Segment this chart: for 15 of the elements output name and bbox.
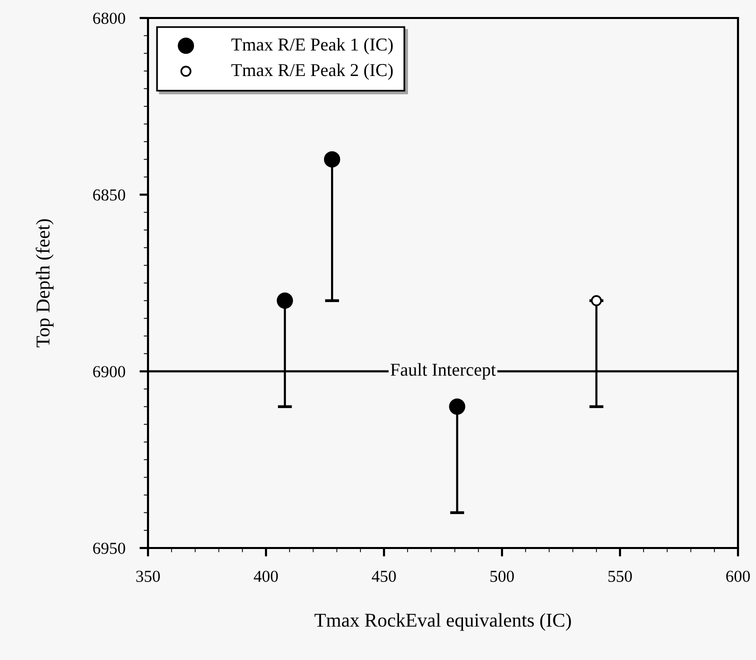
y-tick-label: 6850 bbox=[93, 189, 126, 201]
y-tick-label: 6950 bbox=[93, 542, 126, 554]
y-tick-label: 6800 bbox=[93, 12, 126, 24]
x-tick-label: 450 bbox=[372, 570, 396, 582]
x-axis-title: Tmax RockEval equivalents (IC) bbox=[314, 613, 571, 631]
x-tick-label: 550 bbox=[608, 570, 632, 582]
x-tick-label: 500 bbox=[490, 570, 514, 582]
legend-label: Tmax R/E Peak 2 (IC) bbox=[231, 63, 393, 80]
x-tick-label: 600 bbox=[726, 570, 750, 582]
x-tick-label: 400 bbox=[254, 570, 278, 582]
legend-label: Tmax R/E Peak 1 (IC) bbox=[231, 38, 393, 54]
y-tick-label: 6900 bbox=[93, 366, 126, 378]
ref-line-label: Fault Intercept bbox=[390, 363, 496, 380]
x-tick-label: 350 bbox=[136, 570, 160, 582]
y-axis-title: Top Depth (feet) bbox=[36, 219, 54, 348]
